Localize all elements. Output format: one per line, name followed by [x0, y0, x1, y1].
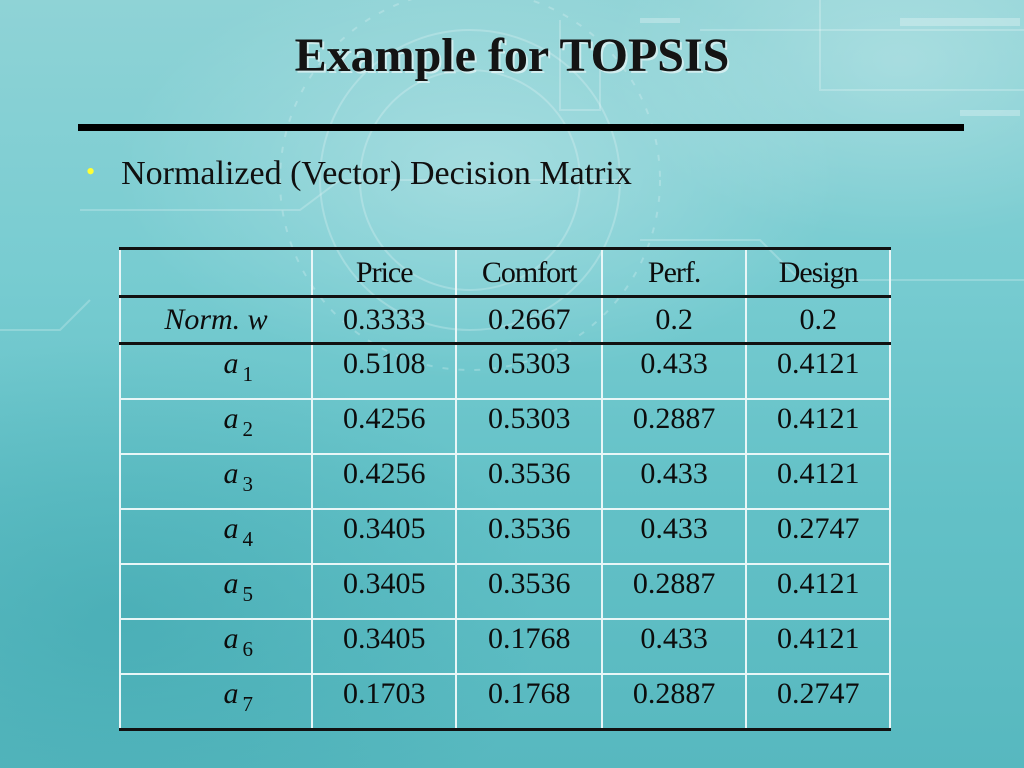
table-cell: 0.2887 — [600, 399, 748, 455]
weights-label: Norm. w — [119, 296, 313, 345]
table-cell: 0.3405 — [310, 564, 458, 620]
alternative-index: 7 — [242, 692, 254, 716]
table-cell: 0.4121 — [745, 454, 891, 510]
weight-cell: 0.2667 — [455, 296, 603, 345]
table-cell: 0.2887 — [600, 564, 748, 620]
bullet-text: Normalized (Vector) Decision Matrix — [121, 155, 632, 192]
alternative-symbol: a — [223, 677, 239, 710]
table-cell: 0.5303 — [455, 343, 603, 400]
table-cell: 0.1768 — [455, 674, 603, 731]
header-cell: Design — [745, 247, 891, 298]
table-cell: 0.4121 — [745, 399, 891, 455]
table-cell: 0.3536 — [455, 564, 603, 620]
alternative-index: 2 — [242, 417, 254, 441]
weight-cell: 0.3333 — [310, 296, 458, 345]
table-header-row: Price Comfort Perf. Design — [119, 247, 891, 298]
table-cell: 0.4121 — [745, 564, 891, 620]
alternative-index: 4 — [242, 527, 254, 551]
weights-row: Norm. w 0.3333 0.2667 0.2 0.2 — [119, 296, 891, 345]
header-cell — [119, 247, 313, 298]
slide-title: Example for TOPSIS — [294, 29, 730, 82]
bullet-icon: • — [86, 157, 96, 186]
table-cell: 0.433 — [600, 619, 748, 675]
alternative-symbol: a — [223, 622, 239, 655]
alternative-symbol: a — [223, 402, 239, 435]
table-cell: 0.1703 — [310, 674, 458, 731]
weight-cell: 0.2 — [745, 296, 891, 345]
table-cell: 0.1768 — [455, 619, 603, 675]
alternative-index: 6 — [242, 637, 254, 661]
table-cell: 0.4121 — [745, 619, 891, 675]
table-cell: 0.433 — [600, 454, 748, 510]
header-cell: Comfort — [455, 247, 603, 298]
alternative-symbol: a — [223, 347, 239, 380]
bullet-item: • Normalized (Vector) Decision Matrix — [86, 155, 632, 193]
table-cell: 0.2747 — [745, 674, 891, 731]
weight-cell: 0.2 — [600, 296, 748, 345]
table-cell: 0.5303 — [455, 399, 603, 455]
table-cell: 0.5108 — [310, 343, 458, 400]
table-cell: 0.433 — [600, 509, 748, 565]
table-cell: 0.3405 — [310, 509, 458, 565]
decision-matrix-table: Price Comfort Perf. Design Norm. w 0.333… — [119, 247, 891, 731]
alternative-symbol: a — [223, 457, 239, 490]
table-cell: 0.3536 — [455, 509, 603, 565]
header-cell: Price — [310, 247, 458, 298]
table-cell: 0.3405 — [310, 619, 458, 675]
alternative-index: 5 — [242, 582, 254, 606]
alternative-index: 1 — [242, 362, 254, 386]
title-divider — [78, 124, 964, 131]
alternative-symbol: a — [223, 512, 239, 545]
table-cell: 0.2747 — [745, 509, 891, 565]
table-cell: 0.433 — [600, 343, 748, 400]
table-cell: 0.4256 — [310, 399, 458, 455]
table-cell: 0.4121 — [745, 343, 891, 400]
header-cell: Perf. — [600, 247, 748, 298]
table-cell: 0.2887 — [600, 674, 748, 731]
alternative-index: 3 — [242, 472, 254, 496]
alternative-symbol: a — [223, 567, 239, 600]
table-cell: 0.4256 — [310, 454, 458, 510]
table-cell: 0.3536 — [455, 454, 603, 510]
